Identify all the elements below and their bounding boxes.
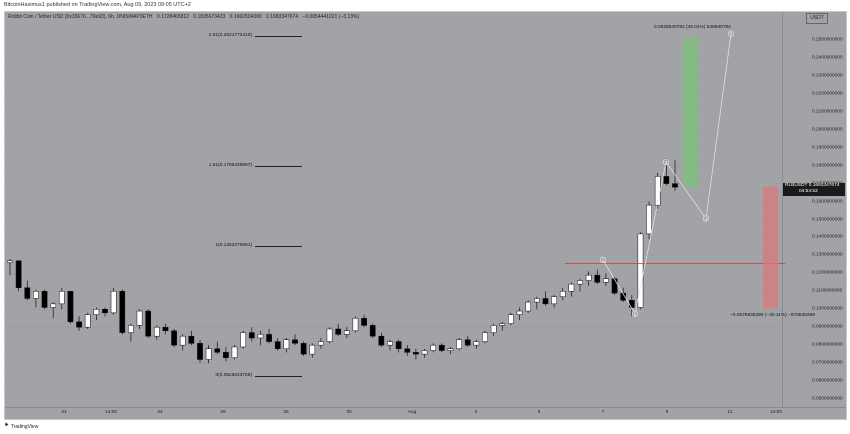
price-axis-label: 0.2300000000: [812, 73, 843, 79]
time-axis-label: 24: [157, 410, 163, 415]
currency-button[interactable]: USDT: [806, 13, 828, 24]
time-axis-label: 28: [283, 410, 289, 415]
price-axis-label: 0.1500000000: [812, 217, 843, 222]
fib-level-line[interactable]: [255, 166, 302, 168]
legend-high: 0.1835673423: [193, 14, 226, 20]
price-axis-label: 0.1900000000: [812, 145, 843, 151]
time-axis-label: 14:00: [104, 410, 118, 415]
price-axis-label: 0.2400000000: [812, 55, 843, 61]
fib-level-line[interactable]: [255, 246, 302, 248]
footer-brand[interactable]: ⯈ TradingView: [4, 423, 38, 430]
price-tag-countdown: 04:54:53: [799, 189, 818, 194]
price-axis[interactable]: [782, 12, 846, 407]
legend-change: −0.0054441021 (−3.13%): [302, 14, 360, 20]
time-axis-label: Aug: [407, 410, 417, 415]
time-axis[interactable]: [5, 407, 846, 419]
price-tag-value: 0.1683347674: [808, 183, 840, 188]
footer-brand-label: TradingView: [10, 423, 39, 430]
price-axis-label: 0.0500000000: [812, 396, 843, 402]
price-axis-label: 0.1200000000: [812, 270, 843, 276]
time-axis-label: 9: [665, 410, 669, 415]
publisher-bar: BitcoinHaximus1 published on TradingView…: [4, 2, 191, 8]
price-tag-symbol: RLBUSDT: [785, 183, 808, 188]
price-axis-label: 0.2500000000: [812, 37, 843, 43]
projection-stop-label: −0.0678835289 (−40.11%) −678835289: [730, 313, 815, 318]
time-axis-label: 21: [61, 410, 67, 415]
fib-level-line[interactable]: [255, 36, 302, 38]
price-axis-label: 0.1300000000: [812, 252, 843, 258]
legend-title: Rollbit Coin / Tether USD (0x33676...79e…: [8, 14, 153, 20]
time-axis-label: 5: [537, 410, 541, 415]
price-axis-label: 0.2000000000: [812, 127, 843, 133]
time-axis-label: 11: [727, 410, 733, 415]
legend-open: 0.1728465812: [156, 14, 189, 20]
tradingview-logo-icon: ⯈: [4, 423, 9, 429]
legend-low: 0.1660504300: [229, 14, 262, 20]
fib-level-label: 1(0.1352276581): [215, 243, 252, 249]
price-axis-label: 0.1600000000: [812, 199, 843, 205]
price-axis-label: 0.2200000000: [812, 91, 843, 97]
time-axis-label: 14:00: [769, 410, 783, 415]
price-axis-label: 0.0900000000: [812, 324, 843, 330]
price-axis-label: 0.1100000000: [812, 288, 843, 294]
fib-level-line[interactable]: [255, 376, 302, 378]
legend-close: 0.1683347674: [266, 14, 299, 20]
time-axis-label: 7: [601, 410, 605, 415]
price-axis-label: 0.1400000000: [812, 234, 843, 240]
time-axis-label: 26: [220, 410, 226, 415]
price-axis-label: 0.0600000000: [812, 378, 843, 384]
price-axis-label: 0.1000000000: [812, 306, 843, 312]
chart-legend: Rollbit Coin / Tether USD (0x33676...79e…: [8, 14, 362, 20]
time-axis-label: 30: [346, 410, 352, 415]
fib-level-label: 0(0.0626043768): [215, 373, 252, 379]
price-axis-label: 0.2100000000: [812, 109, 843, 115]
fib-level-label: 1.61(0.1795439597): [208, 163, 252, 169]
price-axis-label: 0.0700000000: [812, 360, 843, 366]
fib-level-label: 2.61(0.2521772410): [208, 33, 252, 39]
price-axis-label: 0.0800000000: [812, 342, 843, 348]
projection-target-label: 0.0828940782 (49.04%) 828940782: [654, 25, 731, 30]
last-price-tag: RLBUSDT 0.1683347674 04:54:53: [783, 183, 845, 196]
plot-area[interactable]: [5, 12, 782, 407]
time-axis-label: 3: [474, 410, 478, 415]
price-axis-label: 0.1800000000: [812, 163, 843, 169]
